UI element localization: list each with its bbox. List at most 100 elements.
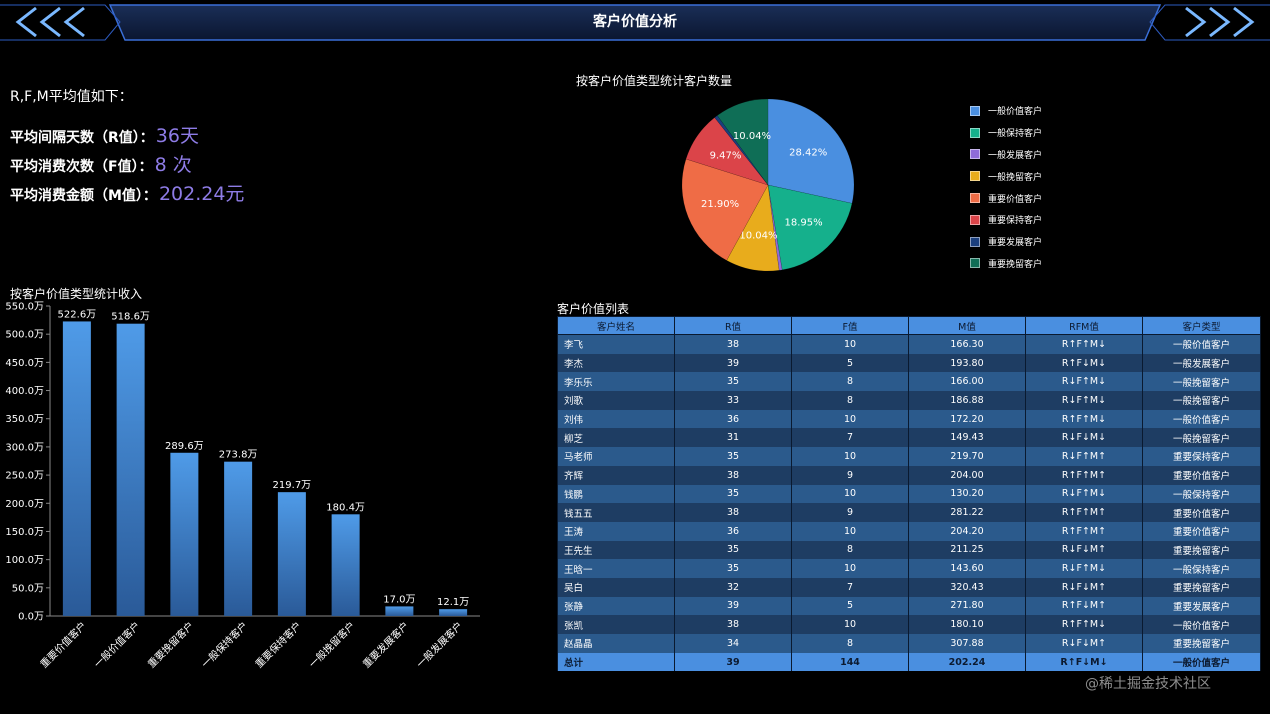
bar[interactable] xyxy=(116,323,145,616)
column-header-type[interactable]: 客户类型 xyxy=(1142,316,1261,335)
cell-type: 重要挽留客户 xyxy=(1142,634,1261,653)
table-row[interactable]: 吴白 32 7 320.43 R↓F↓M↑ 重要挽留客户 xyxy=(557,577,1261,597)
legend-swatch xyxy=(970,105,980,116)
legend-item[interactable]: 一般挽留客户 xyxy=(970,165,1042,187)
legend-item[interactable]: 重要价值客户 xyxy=(970,187,1042,209)
table-row[interactable]: 张凯 38 10 180.10 R↑F↑M↓ 一般价值客户 xyxy=(557,615,1261,634)
pie-slice[interactable] xyxy=(726,184,780,272)
total-cell-m: 202.24 xyxy=(908,652,1026,672)
x-category-label: 一般挽留客户 xyxy=(306,619,358,671)
cell-f: 8 xyxy=(791,634,909,653)
table-row[interactable]: 李杰 39 5 193.80 R↑F↓M↓ 一般发展客户 xyxy=(557,353,1261,373)
pie-slice[interactable] xyxy=(714,115,769,186)
bar[interactable] xyxy=(224,461,253,616)
table-row[interactable]: 齐辉 38 9 204.00 R↑F↑M↑ 重要价值客户 xyxy=(557,465,1261,485)
cell-r: 38 xyxy=(674,465,792,485)
table-row[interactable]: 马老师 35 10 219.70 R↓F↑M↑ 重要保持客户 xyxy=(557,447,1261,466)
legend-swatch xyxy=(970,149,980,160)
cell-name: 王晗一 xyxy=(557,559,675,578)
cell-f: 8 xyxy=(791,391,909,410)
table-row[interactable]: 刘伟 36 10 172.20 R↑F↑M↓ 一般价值客户 xyxy=(557,409,1261,429)
cell-m: 211.25 xyxy=(908,540,1026,560)
cell-rfm: R↓F↓M↑ xyxy=(1025,577,1143,597)
cell-type: 一般价值客户 xyxy=(1142,334,1261,354)
y-tick-label: 0.0万 xyxy=(18,612,44,623)
legend-item[interactable]: 一般发展客户 xyxy=(970,144,1042,166)
cell-rfm: R↑F↑M↓ xyxy=(1025,615,1143,634)
column-header-m[interactable]: M值 xyxy=(908,316,1026,335)
table-row[interactable]: 李乐乐 35 8 166.00 R↓F↑M↓ 一般挽留客户 xyxy=(557,372,1261,392)
cell-m: 307.88 xyxy=(908,634,1026,653)
bar-chart-title: 按客户价值类型统计收入 xyxy=(10,287,143,301)
cell-rfm: R↓F↓M↑ xyxy=(1025,634,1143,653)
cell-name: 王先生 xyxy=(557,540,675,560)
cell-f: 9 xyxy=(791,465,909,485)
total-cell-type: 一般价值客户 xyxy=(1142,652,1261,672)
column-header-name[interactable]: 客户姓名 xyxy=(557,316,675,335)
cell-type: 一般保持客户 xyxy=(1142,559,1261,578)
bar[interactable] xyxy=(277,492,306,616)
table-row[interactable]: 柳芝 31 7 149.43 R↓F↓M↓ 一般挽留客户 xyxy=(557,428,1261,448)
column-header-r[interactable]: R值 xyxy=(674,316,792,335)
column-header-rfm[interactable]: RFM值 xyxy=(1025,316,1143,335)
table-row[interactable]: 钱鹏 35 10 130.20 R↓F↑M↓ 一般保持客户 xyxy=(557,484,1261,504)
table-row[interactable]: 王涛 36 10 204.20 R↑F↑M↑ 重要价值客户 xyxy=(557,521,1261,541)
customer-value-table: 客户姓名 R值 F值 M值 RFM值 客户类型 李飞 38 10 166.30 R↑F↑… xyxy=(557,316,1261,672)
table-row[interactable]: 李飞 38 10 166.30 R↑F↑M↓ 一般价值客户 xyxy=(557,334,1261,354)
legend-label: 重要保持客户 xyxy=(988,216,1043,227)
cell-rfm: R↑F↑M↑ xyxy=(1025,521,1143,541)
cell-m: 130.20 xyxy=(908,484,1026,504)
cell-type: 一般价值客户 xyxy=(1142,409,1261,429)
bar[interactable] xyxy=(331,514,360,616)
table-row[interactable]: 钱五五 38 9 281.22 R↑F↑M↑ 重要价值客户 xyxy=(557,503,1261,522)
rfm-value: 36天 xyxy=(155,125,199,147)
cell-r: 38 xyxy=(674,615,792,634)
table-row[interactable]: 王先生 35 8 211.25 R↓F↓M↑ 重要挽留客户 xyxy=(557,540,1261,560)
rfm-value: 202.24元 xyxy=(158,183,245,205)
cell-f: 9 xyxy=(791,503,909,522)
pie-slice[interactable] xyxy=(767,98,855,204)
cell-m: 149.43 xyxy=(908,428,1026,448)
table-row[interactable]: 赵晶晶 34 8 307.88 R↓F↓M↑ 重要挽留客户 xyxy=(557,634,1261,653)
pie-slice[interactable] xyxy=(685,117,769,186)
cell-r: 35 xyxy=(674,540,792,560)
pie-slice[interactable] xyxy=(767,184,783,271)
bar[interactable] xyxy=(385,606,414,616)
pie-label: 21.90% xyxy=(701,199,739,210)
rfm-row-f: 平均消费次数（F值）： 8 次 xyxy=(10,151,244,180)
legend-item[interactable]: 一般保持客户 xyxy=(970,122,1042,144)
pie-slice[interactable] xyxy=(767,184,853,271)
total-cell-r: 39 xyxy=(674,652,792,672)
cell-type: 一般挽留客户 xyxy=(1142,391,1261,410)
bar-value-label: 518.6万 xyxy=(111,312,150,323)
legend-item[interactable]: 重要保持客户 xyxy=(970,209,1042,231)
cell-name: 吴白 xyxy=(557,577,675,597)
bar[interactable] xyxy=(439,609,468,616)
table-header-row: 客户姓名 R值 F值 M值 RFM值 客户类型 xyxy=(557,316,1261,335)
table-row[interactable]: 王晗一 35 10 143.60 R↓F↑M↓ 一般保持客户 xyxy=(557,559,1261,578)
cell-rfm: R↓F↑M↑ xyxy=(1025,447,1143,466)
legend-item[interactable]: 重要发展客户 xyxy=(970,231,1042,253)
table-row[interactable]: 刘歌 33 8 186.88 R↓F↑M↓ 一般挽留客户 xyxy=(557,391,1261,410)
table-row[interactable]: 张静 39 5 271.80 R↑F↓M↑ 重要发展客户 xyxy=(557,596,1261,616)
cell-name: 马老师 xyxy=(557,447,675,466)
pie-slice[interactable] xyxy=(681,158,769,261)
pie-slice[interactable] xyxy=(716,98,769,186)
bar[interactable] xyxy=(62,321,91,616)
cell-f: 5 xyxy=(791,353,909,373)
cell-m: 320.43 xyxy=(908,577,1026,597)
bar[interactable] xyxy=(170,452,199,616)
cell-type: 重要价值客户 xyxy=(1142,465,1261,485)
table-title: 客户价值列表 xyxy=(557,302,630,316)
rfm-intro: R,F,M平均值如下： xyxy=(10,89,133,105)
legend-item[interactable]: 一般价值客户 xyxy=(970,100,1042,122)
cell-name: 刘歌 xyxy=(557,391,675,410)
cell-type: 一般保持客户 xyxy=(1142,484,1261,504)
legend-item[interactable]: 重要挽留客户 xyxy=(970,253,1042,275)
column-header-f[interactable]: F值 xyxy=(791,316,909,335)
cell-name: 张静 xyxy=(557,596,675,616)
cell-r: 35 xyxy=(674,484,792,504)
cell-m: 143.60 xyxy=(908,559,1026,578)
cell-name: 钱五五 xyxy=(557,503,675,522)
cell-type: 一般价值客户 xyxy=(1142,615,1261,634)
